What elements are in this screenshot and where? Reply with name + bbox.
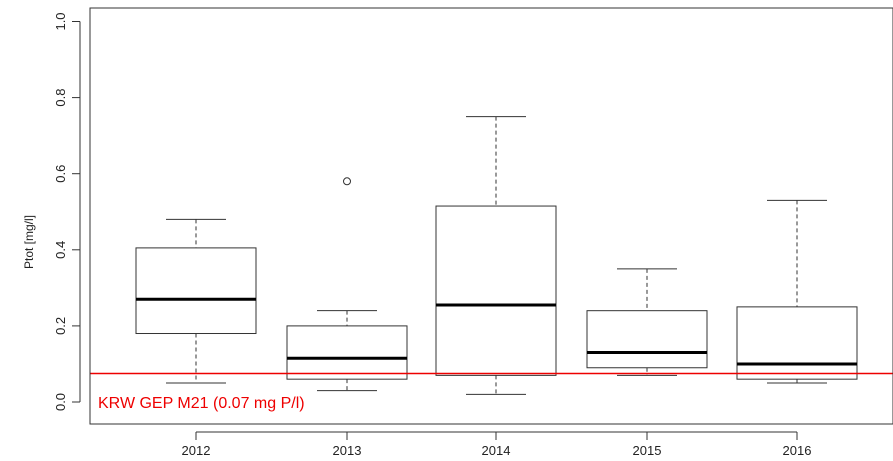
x-tick-label: 2012 xyxy=(182,443,211,458)
box-2012 xyxy=(135,218,257,384)
iqr-box xyxy=(135,247,257,335)
box-2013 xyxy=(286,177,408,392)
plot-frame xyxy=(89,7,893,425)
box-2014 xyxy=(435,116,557,395)
iqr-box xyxy=(435,205,557,376)
reference-line-label: KRW GEP M21 (0.07 mg P/l) xyxy=(98,395,305,412)
y-tick-label: 0.2 xyxy=(53,317,68,335)
outlier-point xyxy=(343,177,351,186)
y-tick-label: 1.0 xyxy=(53,12,68,30)
y-tick-label: 0.4 xyxy=(53,241,68,259)
x-tick-label: 2015 xyxy=(633,443,662,458)
x-tick-label: 2014 xyxy=(482,443,511,458)
box-2015 xyxy=(586,268,708,376)
x-tick-label: 2016 xyxy=(783,443,812,458)
box-2016 xyxy=(736,199,858,384)
x-axis: 2012 2013 2014 2015 2016 xyxy=(182,431,812,458)
y-tick-label: 0.8 xyxy=(53,89,68,107)
y-tick-label: 0.0 xyxy=(53,393,68,411)
iqr-box xyxy=(286,325,408,380)
boxes-layer xyxy=(135,116,858,395)
y-axis: 0.0 0.2 0.4 0.6 0.8 1.0 xyxy=(53,12,81,411)
iqr-box xyxy=(736,306,858,380)
iqr-box xyxy=(586,310,708,369)
y-tick-label: 0.6 xyxy=(53,165,68,183)
y-axis-label: Ptot [mg/l] xyxy=(22,215,36,269)
x-tick-label: 2013 xyxy=(333,443,362,458)
